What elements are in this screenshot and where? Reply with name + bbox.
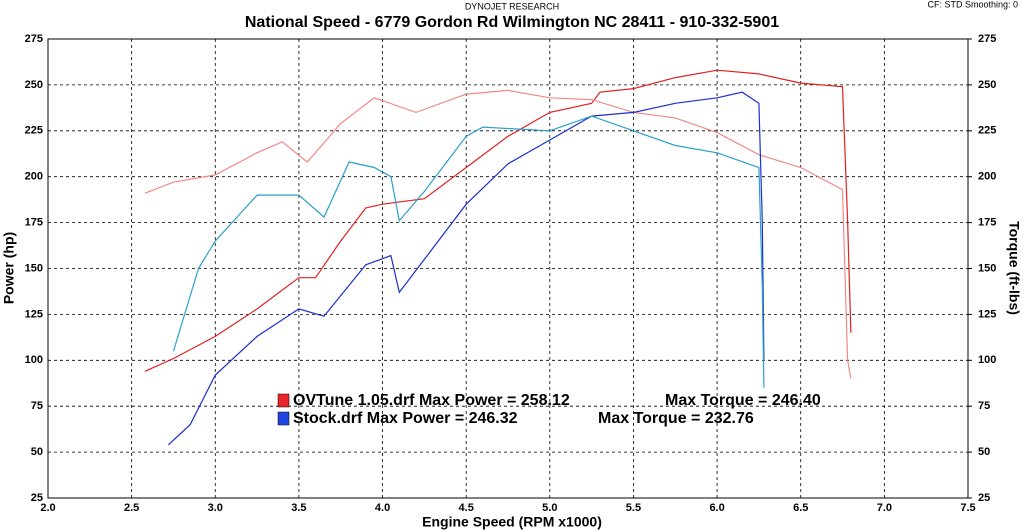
x-tick-label: 5.5 xyxy=(626,502,641,514)
y-tick-label: 250 xyxy=(25,79,43,91)
x-tick-label: 6.5 xyxy=(793,502,808,514)
x-tick-label: 7.5 xyxy=(960,502,975,514)
series-line xyxy=(172,115,765,388)
y-tick-label: 75 xyxy=(31,400,43,412)
y-tick-label: 50 xyxy=(31,446,43,458)
x-tick-label: 3.5 xyxy=(291,502,306,514)
y2-tick-label: 250 xyxy=(978,79,996,91)
y2-tick-label: 175 xyxy=(978,217,996,229)
y2-tick-label: 100 xyxy=(978,354,996,366)
series-line xyxy=(144,69,852,372)
y-tick-label: 150 xyxy=(25,262,43,274)
x-tick-label: 7.0 xyxy=(877,502,892,514)
header: DYNOJET RESEARCH xyxy=(465,1,559,11)
x-tick-label: 2.5 xyxy=(124,502,139,514)
y-tick-label: 225 xyxy=(25,125,43,137)
y2-tick-label: 125 xyxy=(978,308,996,320)
series-line xyxy=(144,89,852,379)
y2-tick-label: 225 xyxy=(978,125,996,137)
corner-note: CF: STD Smoothing: 0 xyxy=(927,0,1018,9)
y-tick-label: 275 xyxy=(25,33,43,45)
x-tick-label: 4.0 xyxy=(375,502,390,514)
y2-tick-label: 75 xyxy=(978,400,990,412)
legend-swatch xyxy=(277,411,290,426)
y2-tick-label: 150 xyxy=(978,262,996,274)
y2-axis-label: Torque (ft-lbs) xyxy=(1006,221,1022,315)
chart-title: National Speed - 6779 Gordon Rd Wilmingt… xyxy=(245,14,779,31)
x-axis-label: Engine Speed (RPM x1000) xyxy=(422,514,602,530)
legend-torque: Max Torque = 246.40 xyxy=(665,392,821,409)
y-tick-label: 100 xyxy=(25,354,43,366)
x-tick-label: 3.0 xyxy=(208,502,223,514)
x-tick-label: 6.0 xyxy=(709,502,724,514)
legend-label: Stock.drf Max Power = 246.32 xyxy=(293,410,518,427)
legend-swatch xyxy=(277,393,290,408)
x-tick-label: 4.5 xyxy=(459,502,474,514)
y-tick-label: 175 xyxy=(25,217,43,229)
y-axis-label: Power (hp) xyxy=(1,232,17,304)
y2-tick-label: 275 xyxy=(978,33,996,45)
y2-tick-label: 50 xyxy=(978,446,990,458)
x-tick-label: 5.0 xyxy=(542,502,557,514)
y-tick-label: 25 xyxy=(31,492,43,504)
legend-torque: Max Torque = 232.76 xyxy=(598,410,754,427)
y2-tick-label: 200 xyxy=(978,171,996,183)
y-tick-label: 200 xyxy=(25,171,43,183)
series-line xyxy=(167,91,765,446)
legend-label: OVTune 1.05.drf Max Power = 258.12 xyxy=(293,392,570,409)
y-tick-label: 125 xyxy=(25,308,43,320)
plot-frame xyxy=(47,38,969,499)
y2-tick-label: 25 xyxy=(978,492,990,504)
x-tick-label: 2.0 xyxy=(40,502,55,514)
